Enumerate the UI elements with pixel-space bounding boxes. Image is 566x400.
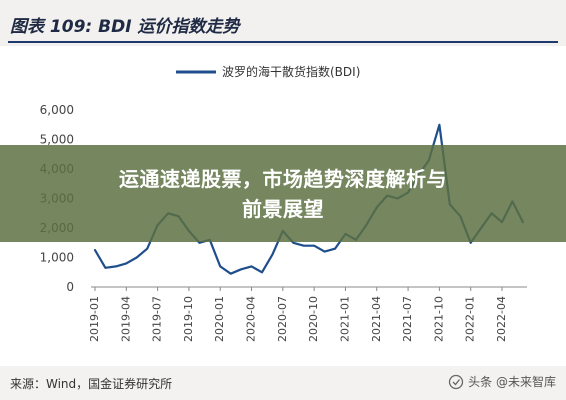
watermark-text: 头条 @未来智库 — [468, 375, 556, 389]
x-tick-label: 2021-01 — [338, 296, 351, 342]
x-tick-label: 2020-07 — [276, 296, 289, 342]
figure-footer: 来源：Wind，国金证券研究所 头条 @未来智库 — [0, 366, 566, 400]
headline-text: 运通速递股票，市场趋势深度解析与 前景展望 — [10, 164, 556, 224]
x-tick-label: 2019-01 — [88, 296, 101, 342]
y-tick-label: 1,000 — [40, 251, 74, 265]
data-point — [261, 271, 263, 273]
data-point — [271, 253, 274, 256]
y-tick-label: 6,000 — [40, 103, 74, 117]
data-point — [250, 265, 253, 267]
title-underline — [8, 41, 558, 43]
watermark: 头条 @未来智库 — [448, 373, 556, 390]
data-point — [146, 248, 148, 250]
x-tick-label: 2019-07 — [151, 296, 164, 342]
data-point — [136, 256, 138, 259]
headline-line-1: 运通速递股票，市场趋势深度解析与 — [119, 167, 447, 191]
x-tick-label: 2020-10 — [307, 296, 320, 342]
y-tick-label: 0 — [66, 280, 74, 294]
source-note: 来源：Wind，国金证券研究所 — [10, 377, 173, 391]
data-point — [313, 245, 315, 247]
x-tick-label: 2022-01 — [464, 296, 477, 342]
x-tick-label: 2020-04 — [245, 296, 258, 342]
x-tick-label: 2019-04 — [119, 296, 132, 342]
x-tick-label: 2021-04 — [370, 296, 383, 342]
data-point — [125, 262, 127, 264]
data-point — [303, 245, 305, 247]
chart-legend: 波罗的海干散货指数(BDI) — [176, 64, 360, 79]
data-point — [104, 267, 107, 269]
data-point — [470, 242, 472, 244]
data-point — [94, 249, 96, 251]
figure-header: 图表 109: BDI 运价指数走势 — [0, 0, 566, 46]
data-point — [198, 242, 200, 244]
figure-title: 图表 109: BDI 运价指数走势 — [10, 17, 240, 37]
y-tick-label: 5,000 — [40, 133, 74, 147]
data-point — [230, 273, 232, 275]
headline-line-2: 前景展望 — [242, 197, 324, 221]
x-tick-label: 2021-07 — [401, 296, 414, 342]
watermark-logo-icon — [449, 374, 464, 389]
x-tick-label: 2019-10 — [182, 296, 195, 342]
legend-label: 波罗的海干散货指数(BDI) — [222, 64, 360, 79]
data-point — [438, 124, 440, 126]
data-point — [219, 265, 221, 267]
data-point — [115, 265, 117, 267]
data-point — [334, 248, 336, 250]
x-tick-label: 2020-01 — [213, 296, 226, 342]
x-axis: 2019-01 2019-04 2019-07 2019-10 2020-01 2020-… — [88, 286, 527, 342]
x-tick-label: 2021-10 — [432, 296, 445, 342]
data-point — [240, 268, 242, 270]
x-tick-label: 2022-04 — [495, 296, 508, 342]
headline-banner: 运通速递股票，市场趋势深度解析与 前景展望 — [0, 145, 566, 242]
data-point — [292, 242, 294, 244]
data-point — [323, 251, 326, 253]
